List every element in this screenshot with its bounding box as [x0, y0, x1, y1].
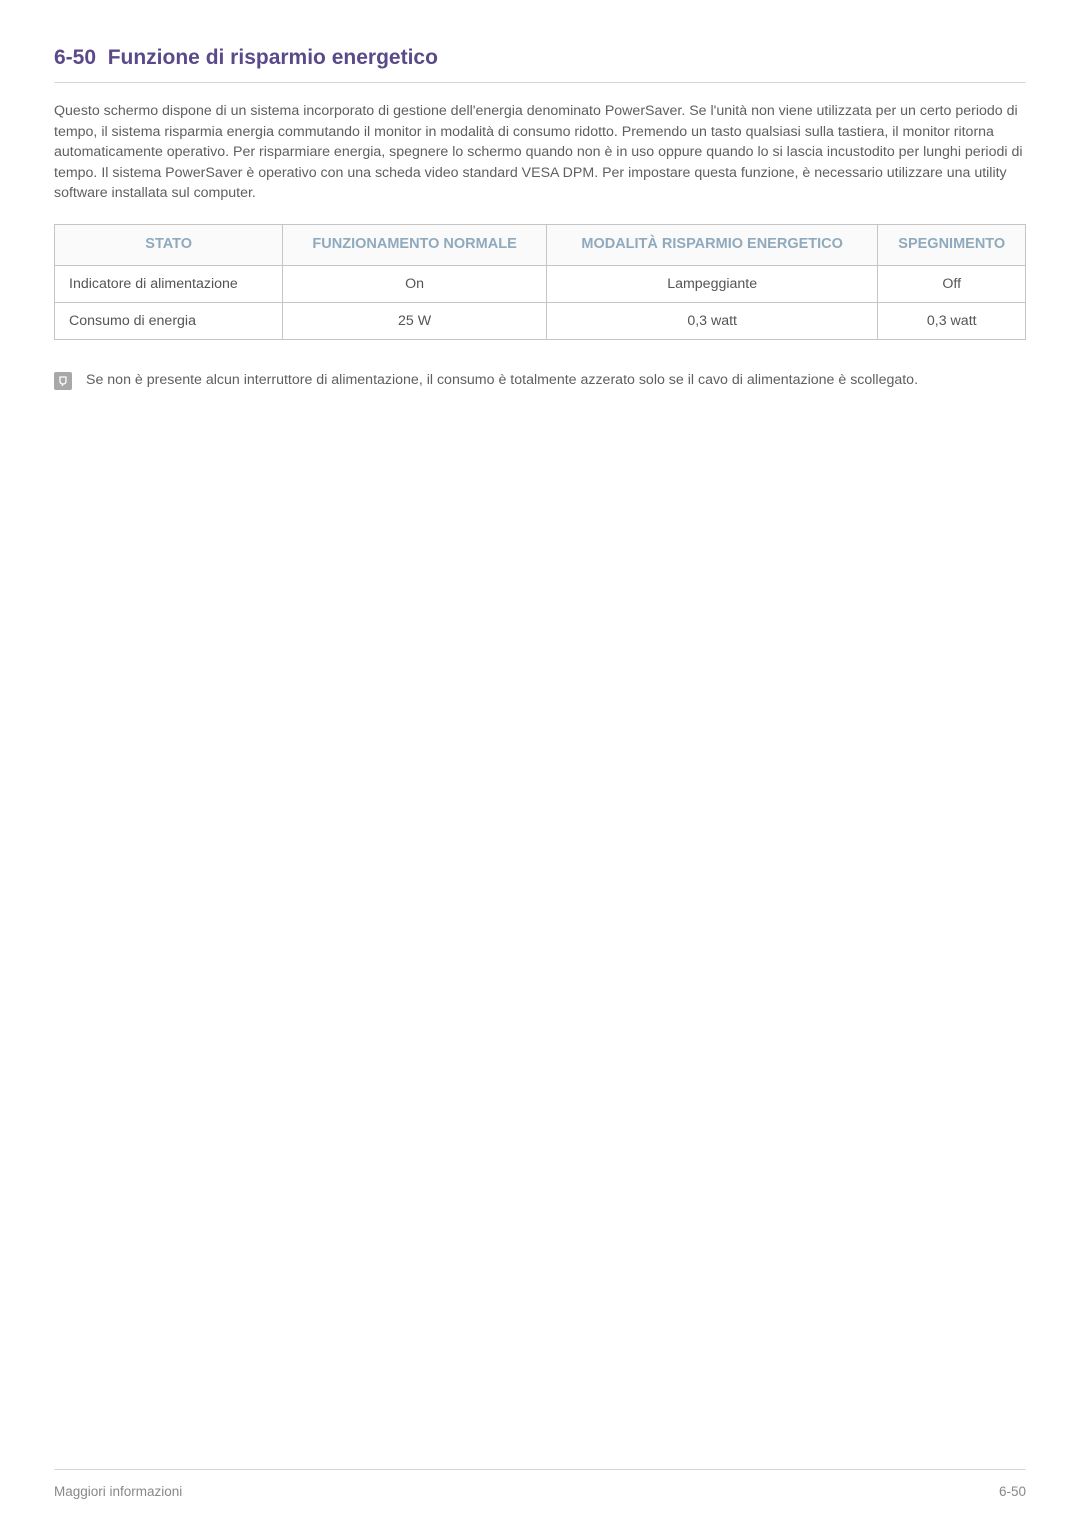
intro-paragraph: Questo schermo dispone di un sistema inc… — [54, 101, 1026, 204]
page-content: 6-50 Funzione di risparmio energetico Qu… — [0, 0, 1080, 390]
note-text: Se non è presente alcun interruttore di … — [86, 370, 918, 391]
page-footer: Maggiori informazioni 6-50 — [54, 1469, 1026, 1499]
table-cell: On — [283, 265, 547, 302]
table-cell: 0,3 watt — [878, 302, 1026, 339]
heading-number: 6-50 — [54, 46, 96, 69]
section-heading: 6-50 Funzione di risparmio energetico — [54, 46, 1026, 83]
table-cell: Indicatore di alimentazione — [55, 265, 283, 302]
note-icon — [54, 372, 72, 390]
table-row: Indicatore di alimentazione On Lampeggia… — [55, 265, 1026, 302]
table-row: Consumo di energia 25 W 0,3 watt 0,3 wat… — [55, 302, 1026, 339]
table-header-cell: FUNZIONAMENTO NORMALE — [283, 224, 547, 265]
footer-right: 6-50 — [999, 1484, 1026, 1499]
table-header-cell: STATO — [55, 224, 283, 265]
table-header-row: STATO FUNZIONAMENTO NORMALE MODALITÀ RIS… — [55, 224, 1026, 265]
footer-left: Maggiori informazioni — [54, 1484, 182, 1499]
table-cell: Lampeggiante — [546, 265, 878, 302]
table-cell: 25 W — [283, 302, 547, 339]
table-cell: Off — [878, 265, 1026, 302]
note-block: Se non è presente alcun interruttore di … — [54, 370, 1026, 391]
heading-title: Funzione di risparmio energetico — [108, 46, 438, 69]
table-cell: 0,3 watt — [546, 302, 878, 339]
table-header-cell: MODALITÀ RISPARMIO ENERGETICO — [546, 224, 878, 265]
table-header-cell: SPEGNIMENTO — [878, 224, 1026, 265]
power-table: STATO FUNZIONAMENTO NORMALE MODALITÀ RIS… — [54, 224, 1026, 340]
table-cell: Consumo di energia — [55, 302, 283, 339]
